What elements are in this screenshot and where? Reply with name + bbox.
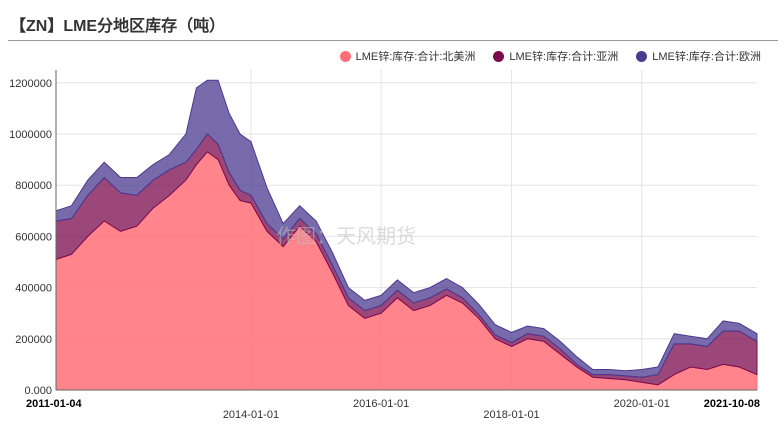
legend-swatch-north-america [339,50,351,62]
axes: 0.000 200000 400000 600000 800000 1000000 1200… [9,70,760,421]
y-tick-label-0: 0.000 [24,385,52,397]
legend-item-europe[interactable]: LME锌:库存:合计:欧洲 [636,48,761,64]
title-divider [8,40,778,41]
legend: LME锌:库存:合计:北美洲 LME锌:库存:合计:亚洲 LME锌:库存:合计:… [339,48,761,64]
legend-label-europe: LME锌:库存:合计:欧洲 [652,51,761,63]
y-tick-label-1: 200000 [15,334,52,346]
x-tick-label-3: 2018-01-01 [483,409,539,421]
y-tick-label-4: 800000 [15,180,52,192]
y-tick-label-6: 1200000 [9,78,52,90]
x-tick-label-4: 2020-01-01 [614,398,670,410]
y-tick-label-5: 1000000 [9,129,52,141]
chart-title: 【ZN】LME分地区库存（吨） [10,18,226,35]
legend-label-north-america: LME锌:库存:合计:北美洲 [355,51,476,63]
x-tick-label-5: 2021-10-08 [704,398,760,410]
y-tick-label-2: 400000 [15,283,52,295]
y-tick-label-3: 600000 [15,231,52,243]
legend-item-asia[interactable]: LME锌:库存:合计:亚洲 [493,48,618,64]
watermark: 作图：天风期货 [276,225,416,248]
legend-label-asia: LME锌:库存:合计:亚洲 [509,51,619,63]
area-europe [55,79,758,378]
x-tick-label-0: 2011-01-04 [26,398,83,410]
legend-swatch-asia [493,50,505,62]
x-tick-label-2: 2016-01-01 [353,398,409,410]
legend-item-north-america[interactable]: LME锌:库存:合计:北美洲 [339,48,476,64]
legend-swatch-europe [636,50,648,62]
x-tick-label-1: 2014-01-01 [223,409,279,421]
